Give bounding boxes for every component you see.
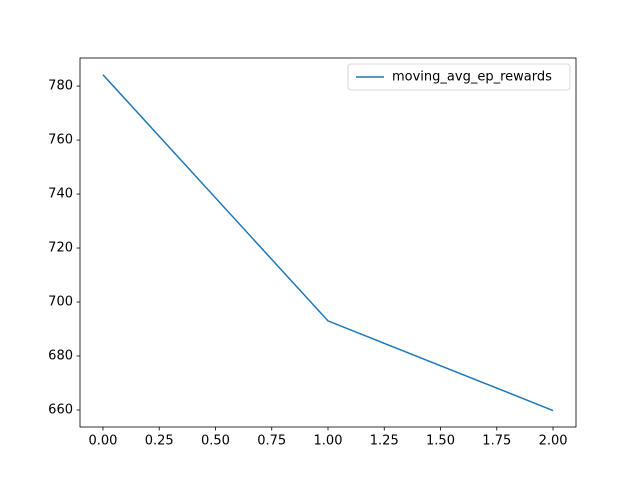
axes-frame [79, 57, 577, 428]
x-tick-label: 1.50 [426, 434, 455, 449]
y-tick-label: 740 [48, 187, 73, 202]
y-tick-label: 700 [48, 295, 73, 310]
y-tick-label: 720 [48, 241, 73, 256]
x-tick-label: 1.00 [314, 434, 343, 449]
x-tick-label: 0.75 [257, 434, 286, 449]
x-tick-label: 2.00 [539, 434, 568, 449]
legend-label: moving_avg_ep_rewards [392, 70, 552, 85]
y-tick-label: 680 [48, 349, 73, 364]
y-tick-label: 760 [48, 133, 73, 148]
y-tick-label: 780 [48, 79, 73, 94]
x-tick-label: 1.25 [370, 434, 399, 449]
y-tick-label: 660 [48, 402, 73, 417]
legend-box [347, 63, 571, 91]
series-line [102, 74, 554, 412]
x-tick-label: 1.75 [482, 434, 511, 449]
x-tick-label: 0.00 [88, 434, 117, 449]
x-tick-label: 0.50 [201, 434, 230, 449]
x-tick-label: 0.25 [145, 434, 174, 449]
